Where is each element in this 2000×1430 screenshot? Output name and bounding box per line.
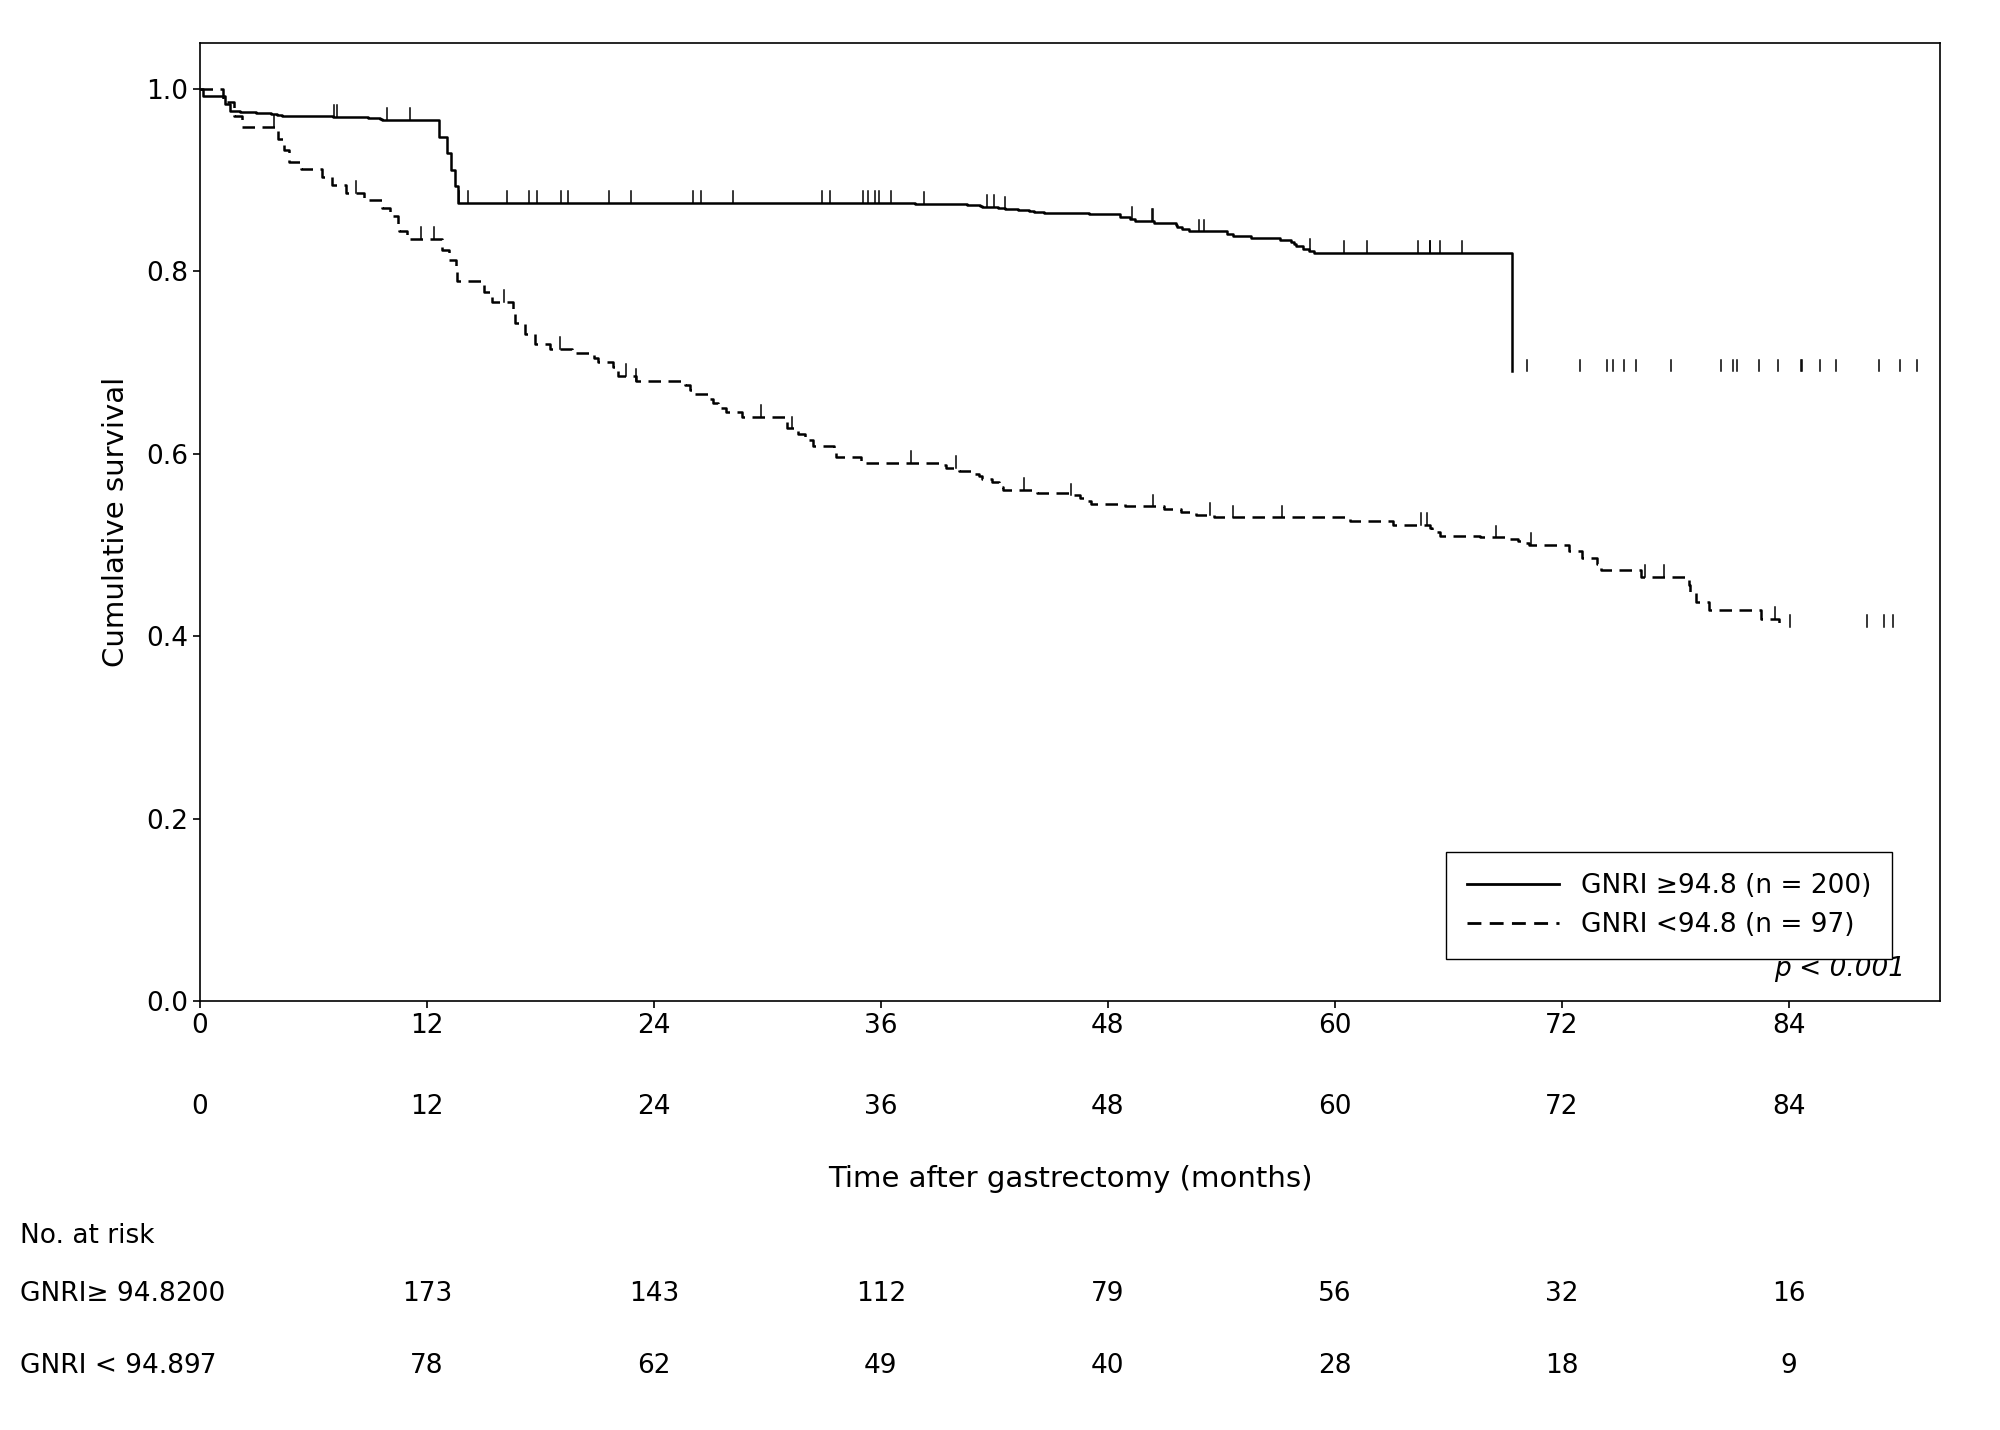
Text: Time after gastrectomy (months): Time after gastrectomy (months) <box>828 1165 1312 1194</box>
Text: 78: 78 <box>410 1353 444 1379</box>
Text: 18: 18 <box>1544 1353 1578 1379</box>
Text: 36: 36 <box>864 1094 898 1120</box>
Text: 84: 84 <box>1772 1094 1806 1120</box>
Text: 32: 32 <box>1544 1281 1578 1307</box>
Text: 72: 72 <box>1544 1094 1578 1120</box>
Text: 97: 97 <box>184 1353 216 1379</box>
Text: GNRI≥ 94.8: GNRI≥ 94.8 <box>20 1281 176 1307</box>
Text: 62: 62 <box>638 1353 670 1379</box>
Legend: GNRI ≥94.8 (n = 200), GNRI <94.8 (n = 97): GNRI ≥94.8 (n = 200), GNRI <94.8 (n = 97… <box>1446 852 1892 960</box>
Text: 173: 173 <box>402 1281 452 1307</box>
Text: 24: 24 <box>638 1094 670 1120</box>
Text: 56: 56 <box>1318 1281 1352 1307</box>
Y-axis label: Cumulative survival: Cumulative survival <box>102 378 130 666</box>
Text: 79: 79 <box>1092 1281 1124 1307</box>
Text: 143: 143 <box>628 1281 680 1307</box>
Text: 48: 48 <box>1092 1094 1124 1120</box>
Text: 16: 16 <box>1772 1281 1806 1307</box>
Text: 112: 112 <box>856 1281 906 1307</box>
Text: 200: 200 <box>174 1281 226 1307</box>
Text: 49: 49 <box>864 1353 898 1379</box>
Text: 12: 12 <box>410 1094 444 1120</box>
Text: 0: 0 <box>192 1094 208 1120</box>
Text: 40: 40 <box>1092 1353 1124 1379</box>
Text: No. at risk: No. at risk <box>20 1223 154 1248</box>
Text: GNRI < 94.8: GNRI < 94.8 <box>20 1353 184 1379</box>
Text: 60: 60 <box>1318 1094 1352 1120</box>
Text: p < 0.001: p < 0.001 <box>1774 955 1906 982</box>
Text: 9: 9 <box>1780 1353 1798 1379</box>
Text: 28: 28 <box>1318 1353 1352 1379</box>
